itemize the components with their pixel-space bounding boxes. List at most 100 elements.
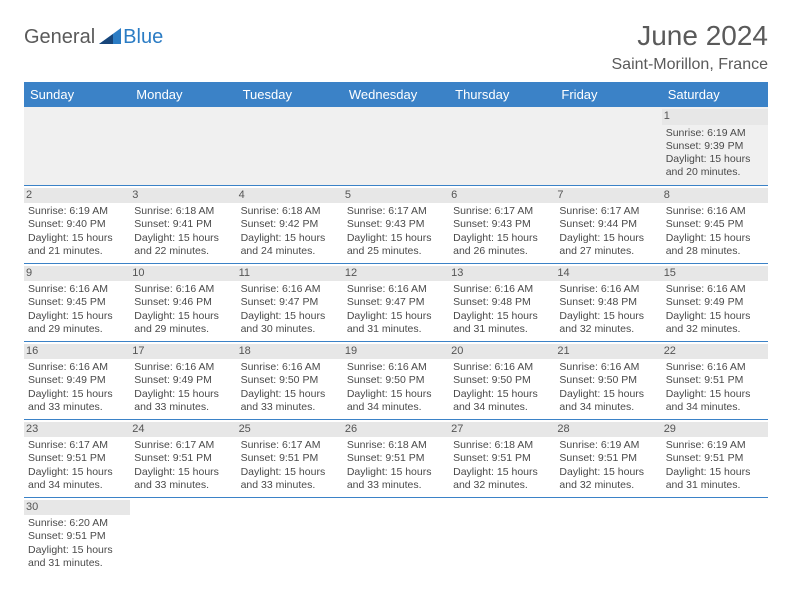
day-cell: 5Sunrise: 6:17 AMSunset: 9:43 PMDaylight…	[343, 185, 449, 263]
sunset-text: Sunset: 9:45 PM	[666, 218, 764, 231]
sunrise-text: Sunrise: 6:20 AM	[28, 517, 126, 530]
day-number: 6	[449, 188, 555, 204]
sunrise-text: Sunrise: 6:18 AM	[453, 439, 551, 452]
daylight-text: and 29 minutes.	[134, 323, 232, 336]
sunset-text: Sunset: 9:41 PM	[134, 218, 232, 231]
empty-cell	[662, 497, 768, 575]
sunrise-text: Sunrise: 6:16 AM	[453, 283, 551, 296]
daylight-text: and 30 minutes.	[241, 323, 339, 336]
empty-cell	[237, 107, 343, 185]
day-number: 2	[24, 188, 130, 204]
day-cell: 23Sunrise: 6:17 AMSunset: 9:51 PMDayligh…	[24, 419, 130, 497]
sunset-text: Sunset: 9:51 PM	[666, 374, 764, 387]
empty-cell	[24, 107, 130, 185]
sunset-text: Sunset: 9:51 PM	[28, 452, 126, 465]
brand-logo: General Blue	[24, 20, 163, 49]
daylight-text: Daylight: 15 hours	[559, 310, 657, 323]
weekday-header: Tuesday	[237, 82, 343, 107]
day-number: 17	[130, 344, 236, 360]
day-number: 5	[343, 188, 449, 204]
calendar-row: 16Sunrise: 6:16 AMSunset: 9:49 PMDayligh…	[24, 341, 768, 419]
empty-cell	[130, 497, 236, 575]
day-number: 21	[555, 344, 661, 360]
empty-cell	[555, 107, 661, 185]
sunrise-text: Sunrise: 6:17 AM	[453, 205, 551, 218]
sunrise-text: Sunrise: 6:16 AM	[347, 361, 445, 374]
brand-part2: Blue	[123, 26, 163, 49]
day-cell: 28Sunrise: 6:19 AMSunset: 9:51 PMDayligh…	[555, 419, 661, 497]
calendar-row: 23Sunrise: 6:17 AMSunset: 9:51 PMDayligh…	[24, 419, 768, 497]
day-cell: 14Sunrise: 6:16 AMSunset: 9:48 PMDayligh…	[555, 263, 661, 341]
day-number: 7	[555, 188, 661, 204]
calendar-row: 1Sunrise: 6:19 AMSunset: 9:39 PMDaylight…	[24, 107, 768, 185]
sunset-text: Sunset: 9:48 PM	[559, 296, 657, 309]
daylight-text: Daylight: 15 hours	[28, 232, 126, 245]
daylight-text: and 33 minutes.	[241, 401, 339, 414]
sunset-text: Sunset: 9:51 PM	[241, 452, 339, 465]
daylight-text: Daylight: 15 hours	[241, 232, 339, 245]
day-cell: 6Sunrise: 6:17 AMSunset: 9:43 PMDaylight…	[449, 185, 555, 263]
daylight-text: and 33 minutes.	[241, 479, 339, 492]
day-cell: 19Sunrise: 6:16 AMSunset: 9:50 PMDayligh…	[343, 341, 449, 419]
day-cell: 8Sunrise: 6:16 AMSunset: 9:45 PMDaylight…	[662, 185, 768, 263]
sunset-text: Sunset: 9:48 PM	[453, 296, 551, 309]
daylight-text: Daylight: 15 hours	[134, 466, 232, 479]
sunset-text: Sunset: 9:51 PM	[28, 530, 126, 543]
weekday-header: Monday	[130, 82, 236, 107]
daylight-text: Daylight: 15 hours	[134, 388, 232, 401]
daylight-text: and 33 minutes.	[347, 479, 445, 492]
triangle-icon	[99, 28, 121, 44]
sunrise-text: Sunrise: 6:16 AM	[347, 283, 445, 296]
sunrise-text: Sunrise: 6:16 AM	[453, 361, 551, 374]
daylight-text: Daylight: 15 hours	[241, 310, 339, 323]
sunrise-text: Sunrise: 6:17 AM	[559, 205, 657, 218]
daylight-text: and 28 minutes.	[666, 245, 764, 258]
sunset-text: Sunset: 9:45 PM	[28, 296, 126, 309]
calendar-row: 2Sunrise: 6:19 AMSunset: 9:40 PMDaylight…	[24, 185, 768, 263]
day-cell: 21Sunrise: 6:16 AMSunset: 9:50 PMDayligh…	[555, 341, 661, 419]
sunset-text: Sunset: 9:50 PM	[559, 374, 657, 387]
day-cell: 7Sunrise: 6:17 AMSunset: 9:44 PMDaylight…	[555, 185, 661, 263]
sunset-text: Sunset: 9:51 PM	[347, 452, 445, 465]
daylight-text: and 21 minutes.	[28, 245, 126, 258]
daylight-text: Daylight: 15 hours	[453, 466, 551, 479]
day-cell: 12Sunrise: 6:16 AMSunset: 9:47 PMDayligh…	[343, 263, 449, 341]
calendar-row: 9 Sunrise: 6:16 AM Sunset: 9:45 PM Daylight…	[24, 263, 768, 341]
empty-cell	[130, 107, 236, 185]
sunrise-text: Sunrise: 6:17 AM	[347, 205, 445, 218]
daylight-text: and 25 minutes.	[347, 245, 445, 258]
day-cell: 26Sunrise: 6:18 AMSunset: 9:51 PMDayligh…	[343, 419, 449, 497]
day-cell: 16Sunrise: 6:16 AMSunset: 9:49 PMDayligh…	[24, 341, 130, 419]
daylight-text: and 31 minutes.	[28, 557, 126, 570]
day-number: 30	[24, 500, 130, 516]
daylight-text: Daylight: 15 hours	[666, 153, 764, 166]
daylight-text: and 33 minutes.	[134, 479, 232, 492]
month-title: June 2024	[612, 20, 769, 52]
day-number: 12	[343, 266, 449, 282]
empty-cell	[449, 497, 555, 575]
weekday-header: Wednesday	[343, 82, 449, 107]
day-number: 29	[662, 422, 768, 438]
daylight-text: Daylight: 15 hours	[666, 388, 764, 401]
day-number: 27	[449, 422, 555, 438]
daylight-text: Daylight: 15 hours	[666, 466, 764, 479]
sunset-text: Sunset: 9:49 PM	[666, 296, 764, 309]
sunset-text: Sunset: 9:47 PM	[347, 296, 445, 309]
day-number: 15	[662, 266, 768, 282]
day-cell: 3Sunrise: 6:18 AMSunset: 9:41 PMDaylight…	[130, 185, 236, 263]
sunset-text: Sunset: 9:44 PM	[559, 218, 657, 231]
sunrise-text: Sunrise: 6:17 AM	[28, 439, 126, 452]
daylight-text: Daylight: 15 hours	[28, 466, 126, 479]
daylight-text: and 29 minutes.	[28, 323, 126, 336]
sunset-text: Sunset: 9:43 PM	[347, 218, 445, 231]
location: Saint-Morillon, France	[612, 56, 769, 74]
sunrise-text: Sunrise: 6:16 AM	[241, 283, 339, 296]
daylight-text: Daylight: 15 hours	[666, 310, 764, 323]
sunset-text: Sunset: 9:39 PM	[666, 140, 764, 153]
day-cell: 15Sunrise: 6:16 AMSunset: 9:49 PMDayligh…	[662, 263, 768, 341]
daylight-text: Daylight: 15 hours	[28, 544, 126, 557]
day-number: 9	[24, 266, 130, 282]
daylight-text: Daylight: 15 hours	[347, 232, 445, 245]
weekday-header: Sunday	[24, 82, 130, 107]
sunset-text: Sunset: 9:43 PM	[453, 218, 551, 231]
